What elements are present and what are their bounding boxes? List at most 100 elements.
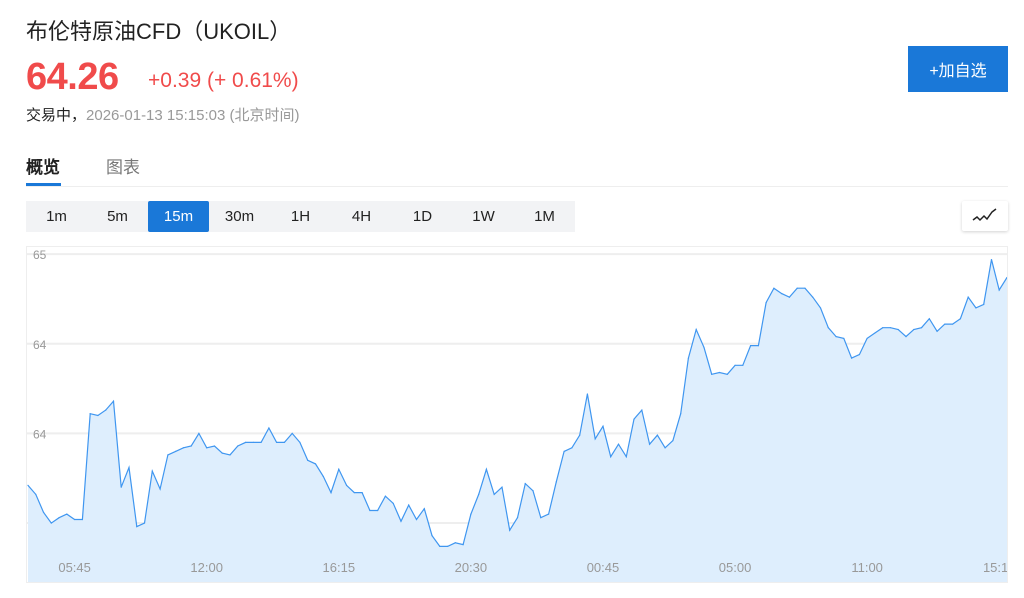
price-point: [882, 327, 884, 329]
price-point: [703, 346, 705, 348]
x-tick-label: 00:45: [587, 560, 620, 575]
price-point: [423, 508, 425, 510]
price-point: [602, 425, 604, 427]
y-tick-label: 65: [33, 248, 47, 262]
price-point: [633, 418, 635, 420]
tab-chart[interactable]: 图表: [106, 158, 140, 177]
timestamp: 2026-01-13 15:15:03 (北京时间): [86, 107, 300, 124]
price-point: [369, 509, 371, 512]
price-point: [501, 486, 503, 488]
price-point: [97, 414, 99, 417]
price-point: [641, 409, 643, 411]
price-point: [617, 443, 620, 445]
price-point: [858, 353, 860, 356]
x-tick-label: 16:15: [323, 560, 356, 575]
chart-type-button[interactable]: [962, 201, 1008, 231]
tab-divider: [26, 186, 1008, 187]
price-point: [307, 459, 309, 461]
price-point: [998, 289, 1000, 291]
interval-1w[interactable]: 1W: [472, 208, 495, 225]
price-point: [726, 373, 728, 375]
price-point: [384, 495, 387, 497]
price-point: [509, 529, 511, 531]
price-point: [742, 364, 744, 366]
price-point: [944, 323, 946, 325]
price-point: [353, 491, 355, 494]
interval-15m[interactable]: 15m: [148, 201, 209, 232]
interval-1mo[interactable]: 1M: [534, 208, 555, 225]
price-point: [625, 456, 627, 458]
x-tick-label: 05:45: [58, 560, 91, 575]
x-tick-label: 20:30: [455, 560, 488, 575]
price-point: [299, 441, 301, 443]
price-point: [415, 518, 418, 521]
price-point: [967, 296, 969, 298]
last-price: 64.26: [26, 56, 119, 98]
price-point: [136, 526, 138, 528]
price-point: [928, 318, 930, 320]
price-point: [695, 328, 697, 331]
price-point: [470, 513, 472, 515]
price-point: [198, 432, 200, 435]
price-point: [524, 483, 526, 485]
line-chart-icon: [972, 208, 997, 222]
price-point: [788, 296, 791, 298]
price-point: [516, 517, 519, 519]
price-point: [408, 504, 410, 506]
price-point: [975, 307, 977, 309]
price-point: [252, 441, 254, 443]
price-point: [555, 481, 557, 483]
price-point: [804, 287, 806, 289]
trading-status: 交易中，2026-01-13 15:15:03 (北京时间): [26, 104, 299, 125]
price-point: [749, 344, 752, 347]
price-point: [672, 439, 674, 442]
interval-1h[interactable]: 1H: [290, 208, 311, 225]
x-tick-label: 05:00: [719, 560, 752, 575]
price-point: [190, 445, 192, 447]
price-point: [781, 293, 783, 295]
price-point: [586, 393, 589, 395]
price-point: [89, 413, 91, 415]
price-point: [361, 491, 363, 494]
price-point: [532, 490, 534, 492]
price-point: [167, 454, 169, 456]
interval-4h[interactable]: 4H: [351, 208, 372, 225]
price-chart: 6564646305:4512:0016:1520:3000:4505:0011…: [26, 246, 1008, 583]
price-point: [112, 400, 115, 402]
price-point: [913, 328, 915, 331]
price-point: [66, 513, 68, 515]
interval-1d[interactable]: 1D: [412, 208, 433, 225]
price-point: [151, 470, 153, 472]
price-point: [81, 518, 83, 521]
price-point: [540, 517, 542, 519]
price-point: [206, 447, 208, 449]
interval-30m[interactable]: 30m: [224, 208, 255, 225]
price-point: [812, 296, 814, 298]
price-point: [229, 454, 231, 456]
interval-1m[interactable]: 1m: [46, 208, 67, 225]
tab-overview[interactable]: 概览: [26, 158, 60, 177]
interval-5m[interactable]: 5m: [107, 208, 128, 225]
price-point: [485, 468, 488, 470]
x-tick-label: 12:00: [190, 560, 223, 575]
add-to-watchlist-button[interactable]: +加自选: [908, 46, 1008, 92]
price-point: [680, 413, 682, 415]
price-point: [648, 443, 651, 445]
price-point: [983, 303, 985, 305]
price-point: [920, 327, 923, 329]
price-point: [959, 318, 961, 320]
price-point: [330, 491, 332, 494]
price-point: [718, 371, 721, 374]
x-tick-label: 11:00: [851, 560, 883, 575]
interval-selector: 1m 5m 15m 30m 1H 4H 1D 1W 1M: [26, 201, 575, 232]
price-point: [446, 545, 449, 547]
price-point: [42, 511, 45, 513]
price-point: [74, 518, 76, 521]
price-point: [563, 450, 565, 452]
price-point: [276, 441, 278, 443]
price-point: [952, 323, 954, 325]
price-chart-svg: 6564646305:4512:0016:1520:3000:4505:0011…: [27, 248, 1007, 582]
price-point: [843, 337, 845, 340]
price-point: [827, 327, 829, 329]
status-text: 交易中，: [26, 107, 87, 124]
